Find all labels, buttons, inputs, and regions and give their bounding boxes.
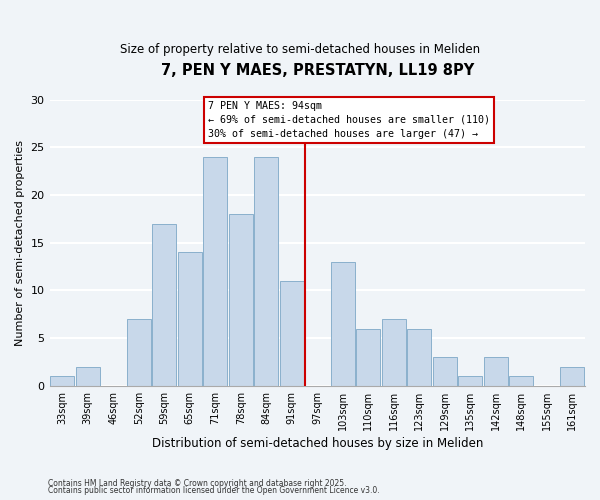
Y-axis label: Number of semi-detached properties: Number of semi-detached properties [15,140,25,346]
Bar [127,319,151,386]
Bar [152,224,176,386]
Title: 7, PEN Y MAES, PRESTATYN, LL19 8PY: 7, PEN Y MAES, PRESTATYN, LL19 8PY [161,62,474,78]
Bar [458,376,482,386]
Bar [50,376,74,386]
Bar [484,357,508,386]
Bar [331,262,355,386]
X-axis label: Distribution of semi-detached houses by size in Meliden: Distribution of semi-detached houses by … [152,437,483,450]
Text: Contains public sector information licensed under the Open Government Licence v3: Contains public sector information licen… [48,486,380,495]
Text: Size of property relative to semi-detached houses in Meliden: Size of property relative to semi-detach… [120,42,480,56]
Bar [203,157,227,386]
Bar [509,376,533,386]
Text: Contains HM Land Registry data © Crown copyright and database right 2025.: Contains HM Land Registry data © Crown c… [48,478,347,488]
Bar [76,366,100,386]
Bar [407,328,431,386]
Bar [254,157,278,386]
Bar [229,214,253,386]
Bar [433,357,457,386]
Bar [356,328,380,386]
Bar [382,319,406,386]
Bar [280,281,304,386]
Text: 7 PEN Y MAES: 94sqm
← 69% of semi-detached houses are smaller (110)
30% of semi-: 7 PEN Y MAES: 94sqm ← 69% of semi-detach… [208,101,490,139]
Bar [178,252,202,386]
Bar [560,366,584,386]
